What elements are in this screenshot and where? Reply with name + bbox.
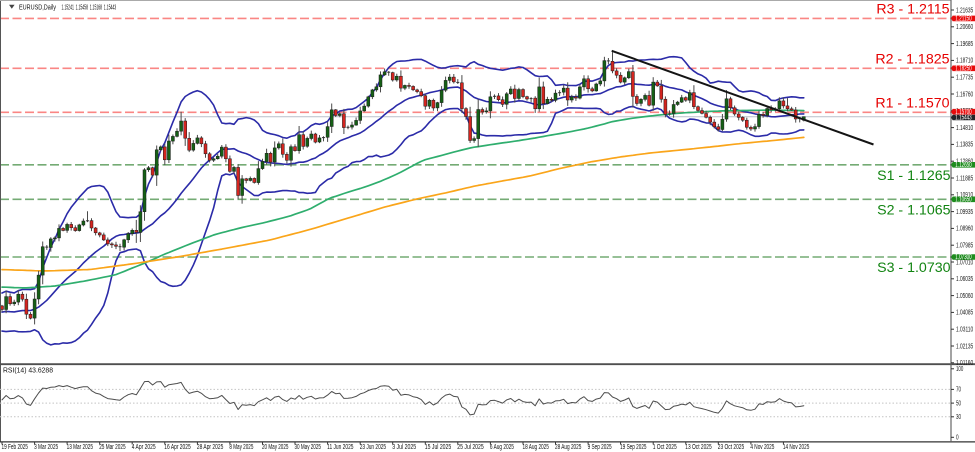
svg-text:1.15700: 1.15700 xyxy=(955,109,972,116)
svg-text:1.11885: 1.11885 xyxy=(956,175,973,182)
svg-text:1.15443: 1.15443 xyxy=(955,115,972,122)
svg-text:8 May 2025: 8 May 2025 xyxy=(229,444,253,451)
svg-text:100: 100 xyxy=(956,366,963,373)
svg-text:1.03110: 1.03110 xyxy=(956,327,973,334)
svg-text:1.06035: 1.06035 xyxy=(956,276,973,283)
svg-text:1.15168: 1.15168 xyxy=(90,4,102,11)
svg-text:25 Jul 2025: 25 Jul 2025 xyxy=(457,444,484,451)
svg-text:18 Aug 2025: 18 Aug 2025 xyxy=(523,444,550,451)
svg-text:1.10910: 1.10910 xyxy=(956,192,973,199)
svg-text:1.07010: 1.07010 xyxy=(956,259,973,266)
svg-text:R3 - 1.2115: R3 - 1.2115 xyxy=(876,2,949,18)
svg-text:19 Sep 2025: 19 Sep 2025 xyxy=(620,444,647,451)
svg-text:13 Oct 2025: 13 Oct 2025 xyxy=(685,444,712,451)
svg-text:1.13835: 1.13835 xyxy=(956,142,973,149)
svg-text:1.15443: 1.15443 xyxy=(104,4,116,11)
svg-text:1.17735: 1.17735 xyxy=(956,75,973,82)
svg-text:1.20660: 1.20660 xyxy=(956,24,973,31)
svg-text:1.18250: 1.18250 xyxy=(955,66,972,73)
svg-text:1.04085: 1.04085 xyxy=(956,310,973,317)
svg-text:28 Aug 2025: 28 Aug 2025 xyxy=(555,444,582,451)
svg-text:28 Apr 2025: 28 Apr 2025 xyxy=(197,444,224,451)
svg-text:1.18710: 1.18710 xyxy=(956,58,973,65)
svg-text:15 Jul 2025: 15 Jul 2025 xyxy=(425,444,452,451)
svg-text:1.07300: 1.07300 xyxy=(955,254,972,261)
svg-text:1.15241: 1.15241 xyxy=(62,4,74,11)
svg-text:3 Jul 2025: 3 Jul 2025 xyxy=(392,444,416,451)
svg-text:25 Mar 2025: 25 Mar 2025 xyxy=(99,444,126,451)
svg-text:1 Oct 2025: 1 Oct 2025 xyxy=(653,444,677,451)
svg-text:4 Apr 2025: 4 Apr 2025 xyxy=(132,444,156,451)
svg-text:23 Jun 2025: 23 Jun 2025 xyxy=(360,444,387,451)
svg-text:R2 - 1.1825: R2 - 1.1825 xyxy=(875,52,949,68)
svg-text:0: 0 xyxy=(956,435,959,442)
svg-text:R1 - 1.1570: R1 - 1.1570 xyxy=(875,96,949,112)
svg-text:1.12650: 1.12650 xyxy=(955,162,972,169)
svg-text:1.08960: 1.08960 xyxy=(956,226,973,233)
svg-text:1.16760: 1.16760 xyxy=(956,91,973,98)
svg-text:1.01160: 1.01160 xyxy=(956,360,973,367)
svg-text:1.02135: 1.02135 xyxy=(956,343,973,350)
svg-text:6 Aug 2025: 6 Aug 2025 xyxy=(490,444,514,451)
svg-text:S1 - 1.1265: S1 - 1.1265 xyxy=(877,168,950,184)
svg-text:1.09935: 1.09935 xyxy=(956,209,973,216)
svg-text:30: 30 xyxy=(956,414,961,421)
svg-text:1.14810: 1.14810 xyxy=(956,125,973,132)
svg-text:20 May 2025: 20 May 2025 xyxy=(262,444,289,451)
svg-text:70: 70 xyxy=(956,387,961,394)
svg-text:1.19685: 1.19685 xyxy=(956,41,973,48)
svg-text:1.21635: 1.21635 xyxy=(956,7,973,14)
svg-text:50: 50 xyxy=(956,400,961,407)
svg-text:19 Feb 2025: 19 Feb 2025 xyxy=(2,444,29,451)
svg-text:16 Apr 2025: 16 Apr 2025 xyxy=(164,444,191,451)
svg-text:EURUSD,Daily: EURUSD,Daily xyxy=(19,4,56,11)
svg-text:1.21150: 1.21150 xyxy=(955,16,972,23)
svg-text:RSI(14) 43.6288: RSI(14) 43.6288 xyxy=(3,368,53,375)
svg-text:1.15458: 1.15458 xyxy=(76,4,88,11)
svg-text:30 May 2025: 30 May 2025 xyxy=(295,444,322,451)
svg-text:S2 - 1.1065: S2 - 1.1065 xyxy=(877,203,950,219)
svg-text:1.05060: 1.05060 xyxy=(956,293,973,300)
svg-text:3 Mar 2025: 3 Mar 2025 xyxy=(34,444,58,451)
svg-text:S3 - 1.0730: S3 - 1.0730 xyxy=(877,260,950,276)
svg-text:1.10650: 1.10650 xyxy=(955,197,972,204)
svg-text:14 Nov 2025: 14 Nov 2025 xyxy=(783,444,810,451)
svg-text:1.07985: 1.07985 xyxy=(956,243,973,250)
svg-text:23 Oct 2025: 23 Oct 2025 xyxy=(718,444,745,451)
svg-text:13 Mar 2025: 13 Mar 2025 xyxy=(67,444,94,451)
svg-text:11 Jun 2025: 11 Jun 2025 xyxy=(327,444,354,451)
svg-text:9 Sep 2025: 9 Sep 2025 xyxy=(588,444,612,451)
svg-text:4 Nov 2025: 4 Nov 2025 xyxy=(750,444,774,451)
